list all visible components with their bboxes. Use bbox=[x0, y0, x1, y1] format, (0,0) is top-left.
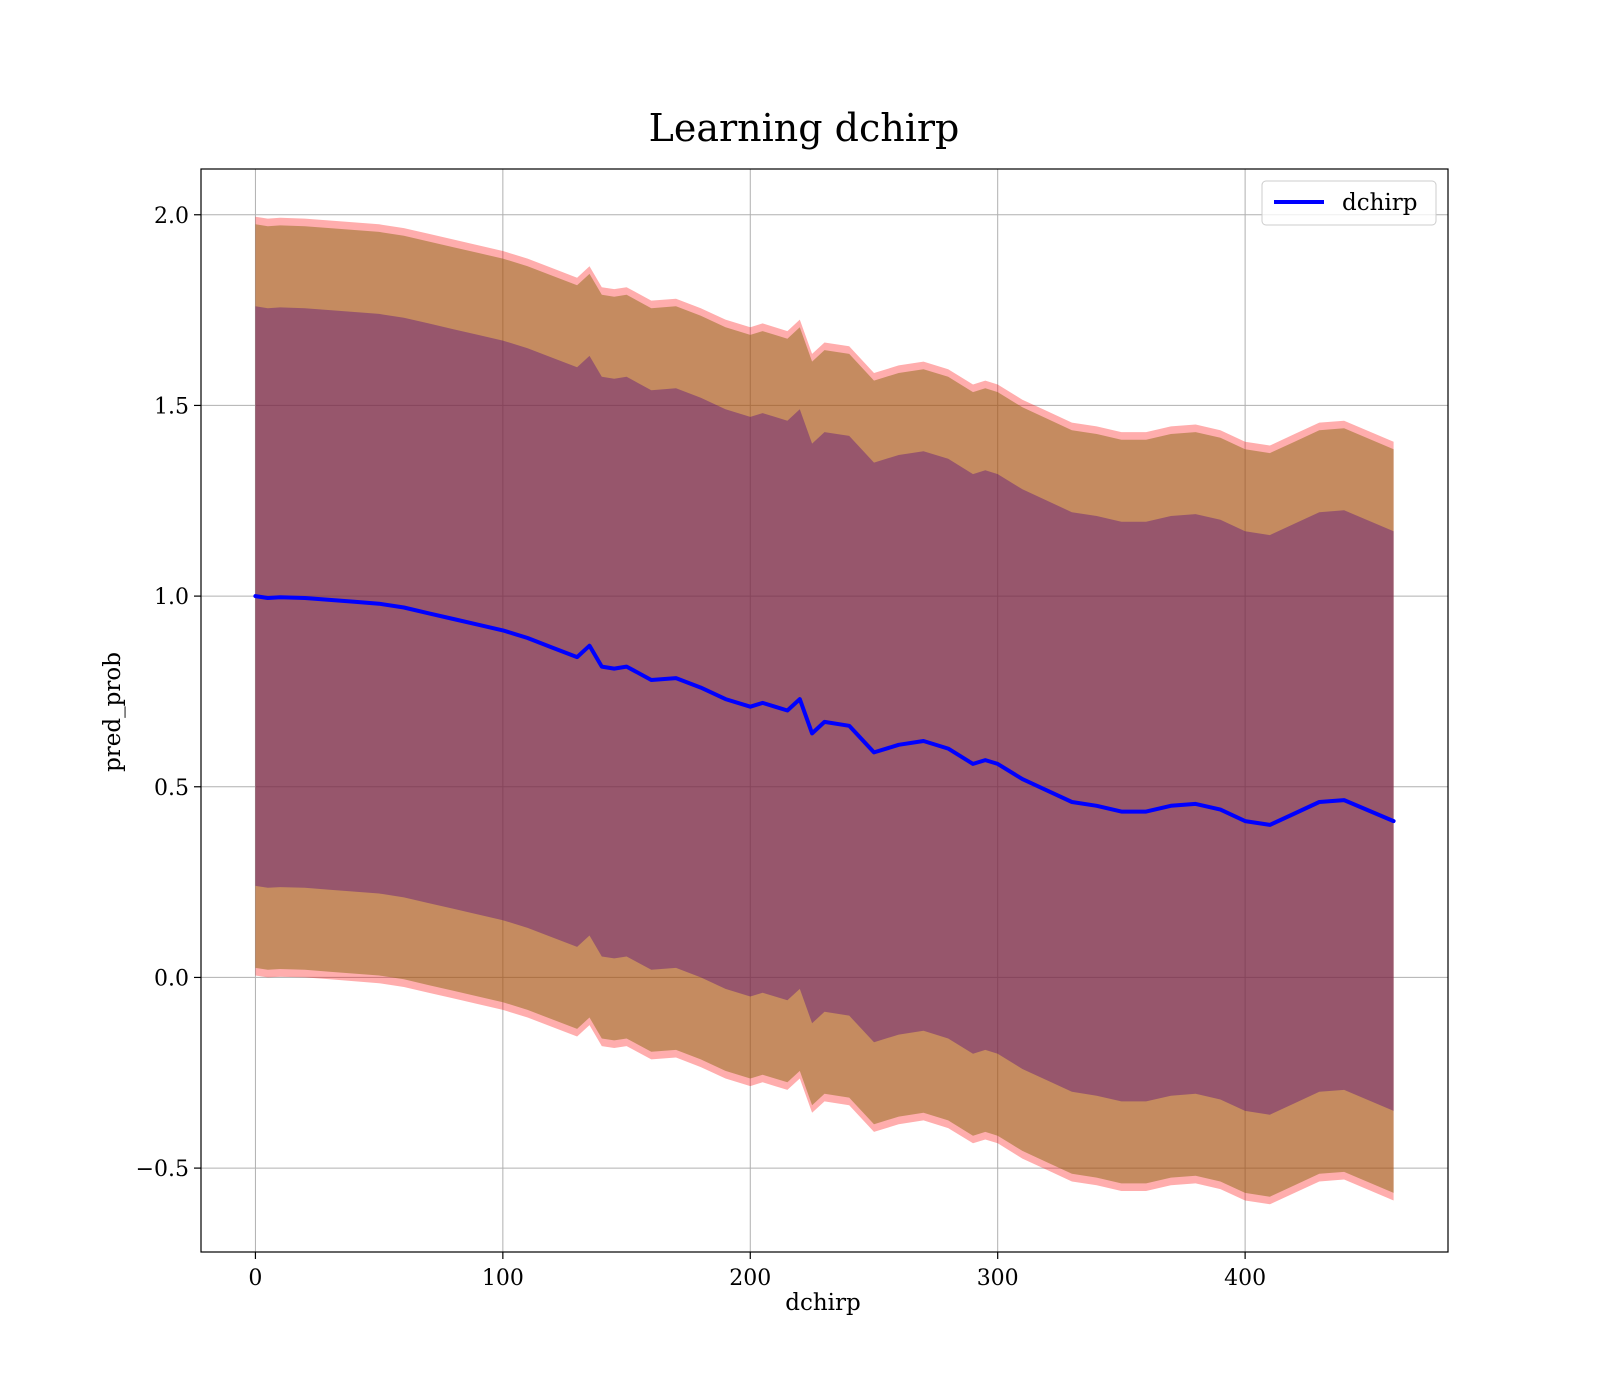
y-tick-label: 0.5 bbox=[154, 776, 189, 801]
series-line-dchirp bbox=[253, 594, 1396, 827]
band-2sigma bbox=[255, 224, 1394, 1197]
y-tick-label: −0.5 bbox=[136, 1157, 189, 1182]
x-tick-label: 300 bbox=[977, 1266, 1019, 1291]
x-axis-label: dchirp bbox=[785, 1290, 861, 1316]
band-1sigma bbox=[255, 306, 1394, 1115]
y-tick-label: 1.0 bbox=[154, 585, 189, 610]
y-tick-label: 1.5 bbox=[154, 394, 189, 419]
y-axis-ticks: −0.5 0.0 0.5 1.0 1.5 2.0 bbox=[136, 204, 201, 1182]
series-lines bbox=[253, 594, 1396, 827]
y-tick-label: 0.0 bbox=[154, 966, 189, 991]
legend-label-dchirp: dchirp bbox=[1342, 190, 1418, 216]
x-tick-label: 0 bbox=[248, 1266, 262, 1291]
x-tick-label: 100 bbox=[482, 1266, 524, 1291]
legend: dchirp bbox=[1261, 180, 1437, 226]
chart-title: Learning dchirp bbox=[649, 106, 960, 150]
plot-frame bbox=[200, 168, 1449, 1253]
y-axis-label: pred_prob bbox=[100, 652, 126, 772]
x-tick-label: 400 bbox=[1224, 1266, 1266, 1291]
legend-box bbox=[1261, 180, 1437, 226]
x-axis-ticks: 0 100 200 300 400 bbox=[248, 1252, 1266, 1291]
y-tick-label: 2.0 bbox=[154, 204, 189, 229]
x-tick-label: 200 bbox=[729, 1266, 771, 1291]
uncertainty-bands bbox=[255, 216, 1394, 1205]
